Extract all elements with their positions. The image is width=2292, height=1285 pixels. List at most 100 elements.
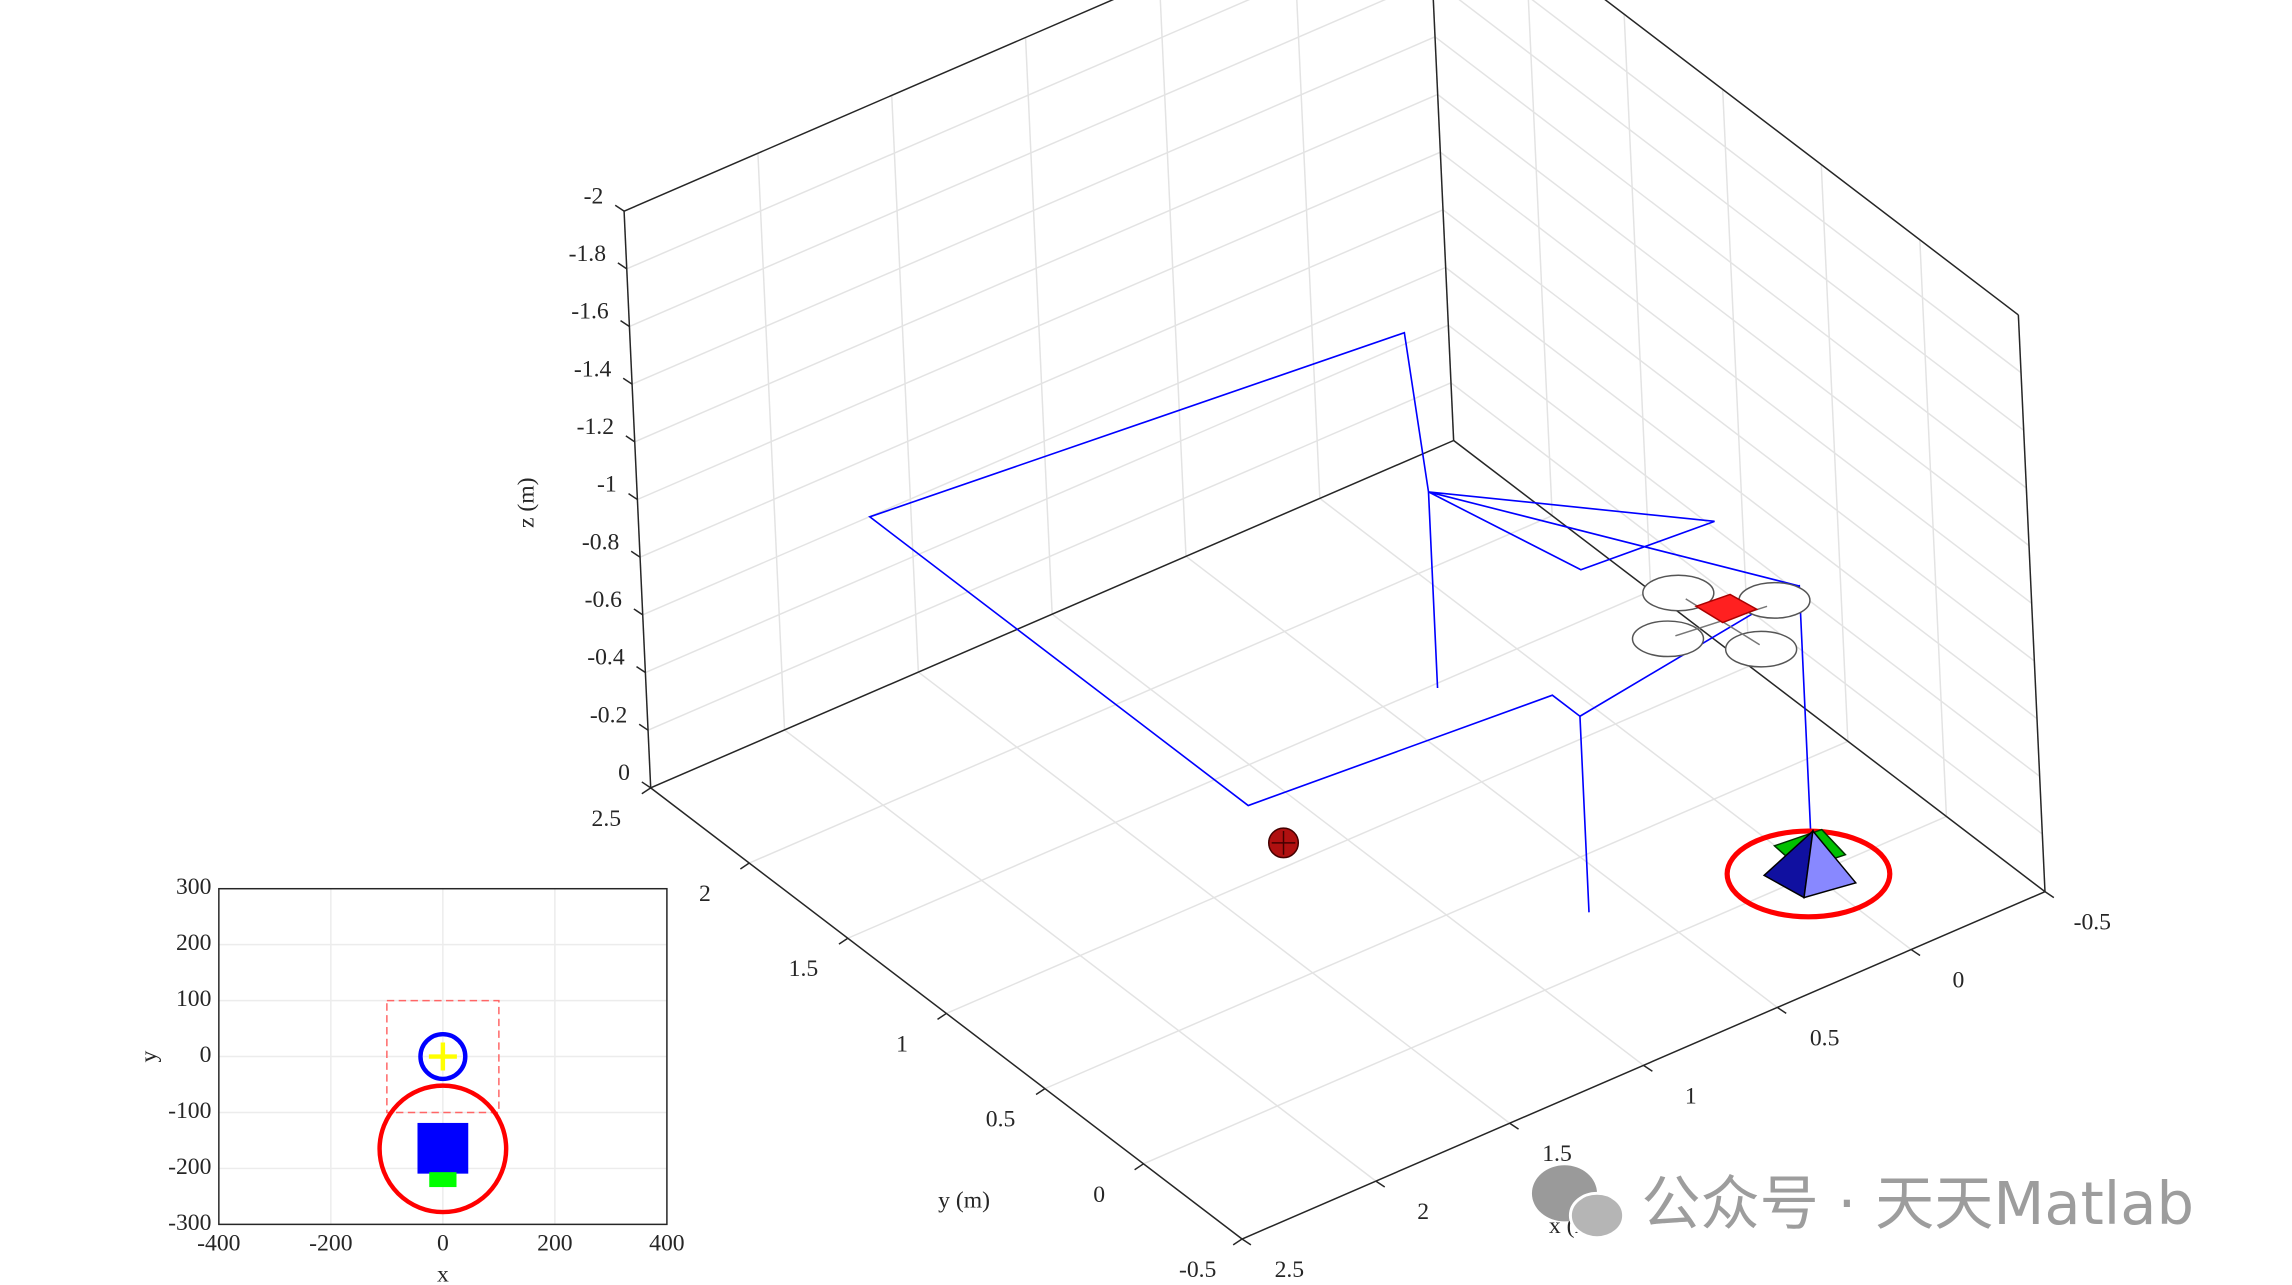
tick-mark bbox=[1776, 1006, 1787, 1014]
z-tick-label: -1.8 bbox=[569, 241, 606, 267]
grid-line bbox=[629, 0, 1387, 328]
tick-mark bbox=[620, 319, 630, 328]
landing-pad bbox=[1724, 828, 1893, 920]
tick-mark bbox=[617, 262, 628, 270]
grid-line bbox=[623, 0, 1115, 212]
tick-mark bbox=[1910, 948, 1921, 957]
grid-line bbox=[631, 36, 1436, 385]
y-tick-label: -100 bbox=[168, 1098, 211, 1124]
y-axis-label: y bbox=[136, 1050, 162, 1062]
grid-line bbox=[1159, 0, 1187, 557]
y-tick-label: 0 bbox=[200, 1042, 212, 1068]
trajectory bbox=[1579, 584, 1812, 832]
z-tick-label: -1.2 bbox=[577, 414, 614, 440]
grid-line bbox=[1447, 324, 2041, 777]
plus-marker bbox=[428, 1042, 457, 1071]
grid-line bbox=[1432, 0, 1455, 441]
tick-mark bbox=[630, 550, 641, 558]
grid-line bbox=[639, 209, 1444, 558]
block bbox=[429, 1172, 457, 1188]
grid-line bbox=[645, 324, 1449, 674]
zone-rect bbox=[386, 999, 500, 1114]
grid-line bbox=[1527, 0, 1553, 516]
grid-line bbox=[637, 151, 1441, 501]
y-tick-label: 2.5 bbox=[592, 806, 622, 832]
rotor bbox=[1724, 630, 1798, 668]
tick-mark bbox=[1134, 1163, 1144, 1171]
y-tick-label: 1.5 bbox=[789, 956, 819, 982]
x-tick-label: -200 bbox=[309, 1230, 352, 1256]
wechat-icon bbox=[1568, 1191, 1626, 1240]
x-axis-label: x bbox=[437, 1262, 449, 1285]
grid-line bbox=[1458, 0, 2025, 431]
z-axis-label: z (m) bbox=[513, 477, 539, 528]
z-tick-label: 0 bbox=[618, 760, 630, 786]
watermark: 公众号 · 天天Matlab bbox=[1531, 1165, 2194, 1240]
grid-line bbox=[626, 0, 1251, 270]
grid-line bbox=[642, 266, 1446, 616]
grid-line bbox=[647, 382, 1452, 731]
axis-edge bbox=[623, 0, 1115, 212]
body bbox=[1694, 593, 1759, 624]
y-tick-label: 200 bbox=[176, 930, 211, 956]
axis-edge bbox=[650, 439, 1454, 789]
x-tick-label: 0 bbox=[437, 1230, 449, 1256]
y-tick-label: 2 bbox=[699, 881, 711, 907]
tick-mark bbox=[628, 492, 638, 501]
tick-mark bbox=[622, 377, 633, 385]
rotor bbox=[1642, 574, 1715, 612]
y-tick-label: -300 bbox=[168, 1210, 211, 1236]
y-tick-label: 300 bbox=[176, 874, 211, 900]
x-tick-label: 2.5 bbox=[1275, 1257, 1305, 1283]
ball bbox=[1267, 827, 1300, 859]
grid-line bbox=[1439, 151, 2033, 604]
trajectory bbox=[868, 331, 1590, 913]
tick-mark bbox=[614, 204, 625, 212]
z-tick-label: -1 bbox=[597, 472, 617, 498]
y-tick-label: 1 bbox=[896, 1031, 908, 1057]
grid-line bbox=[847, 590, 1652, 939]
trajectory bbox=[1428, 491, 1800, 587]
axes-box bbox=[218, 887, 668, 1226]
tick-mark bbox=[1509, 1122, 1519, 1130]
tick-mark bbox=[1375, 1180, 1386, 1188]
grid-line bbox=[1044, 740, 1849, 1090]
grid-line bbox=[748, 515, 1553, 864]
tick-mark bbox=[937, 1012, 947, 1020]
y-axis-label: y (m) bbox=[938, 1188, 990, 1214]
circle-marker bbox=[418, 1031, 468, 1082]
grid-line bbox=[1445, 266, 2038, 720]
x-tick-label: 400 bbox=[649, 1230, 684, 1256]
x-tick-label: 0 bbox=[1953, 968, 1965, 994]
x-tick-label: 1.5 bbox=[1542, 1141, 1572, 1167]
grid-line bbox=[1442, 209, 2035, 662]
block bbox=[417, 1122, 469, 1174]
grid-line bbox=[1531, 0, 2022, 374]
tick-mark bbox=[1643, 1064, 1653, 1072]
z-tick-label: -0.4 bbox=[587, 645, 625, 671]
axis-edge bbox=[1432, 0, 1455, 441]
grid-line bbox=[1604, 0, 2019, 316]
grid-line bbox=[1432, 0, 1455, 441]
grid-line bbox=[1434, 36, 2027, 489]
x-tick-label: 1 bbox=[1685, 1083, 1697, 1109]
ball-seam bbox=[1271, 831, 1296, 855]
axis-edge bbox=[2017, 314, 2046, 892]
tick-mark bbox=[641, 781, 652, 789]
z-tick-label: -0.6 bbox=[585, 587, 623, 613]
z-tick-label: -1.4 bbox=[574, 356, 612, 382]
x-tick-label: 0.5 bbox=[1810, 1025, 1840, 1051]
x-tick-label: -0.5 bbox=[2074, 910, 2111, 936]
tick-mark bbox=[636, 665, 646, 674]
z-tick-label: -0.8 bbox=[582, 529, 619, 555]
y-tick-label: 100 bbox=[176, 986, 211, 1012]
x-tick-label: -400 bbox=[197, 1230, 240, 1256]
watermark-text: 公众号 · 天天Matlab bbox=[1641, 1169, 2194, 1238]
z-tick-label: -2 bbox=[584, 183, 604, 209]
tick-mark bbox=[1035, 1088, 1046, 1096]
y-tick-label: -0.5 bbox=[1179, 1257, 1216, 1283]
axis-edge bbox=[623, 211, 652, 788]
pyramid-face bbox=[1803, 829, 1858, 899]
